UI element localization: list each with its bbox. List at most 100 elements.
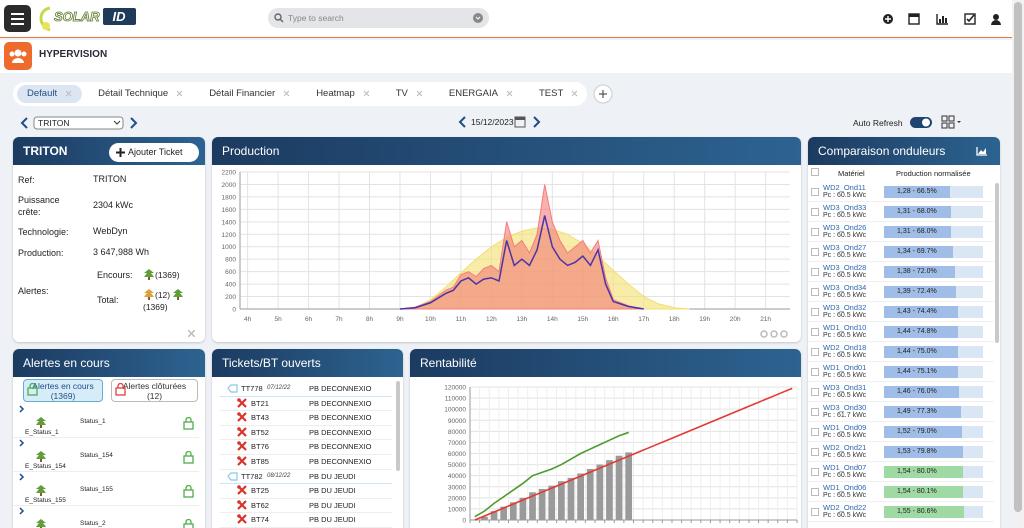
bt-icon[interactable] [237,456,247,466]
bt-icon-part [237,412,241,416]
bt-icon[interactable] [237,441,247,452]
chart-toggle[interactable] [976,146,988,156]
inverter-power: Pc : 60.5 kWc [823,372,867,379]
expand-chevron[interactable] [19,507,25,515]
settings-icon[interactable] [770,330,778,338]
next-site[interactable] [130,117,138,129]
tab-close[interactable] [571,90,578,97]
bt-icon[interactable] [237,426,247,437]
tab-close[interactable] [65,90,72,97]
bt-icon[interactable] [237,514,247,525]
tab[interactable]: TV [386,85,433,103]
checkbox-part [811,288,819,296]
prev-date[interactable] [458,116,466,128]
tab-close[interactable] [283,90,290,97]
panel-title: Tickets/BT ouverts [212,349,403,377]
bt-icon-part [237,426,241,431]
checkbox[interactable] [811,168,819,176]
tasks-icon[interactable] [964,13,976,25]
checkbox[interactable] [811,188,819,196]
site-select[interactable]: TRITON [38,118,70,128]
logo-text: ID [113,9,127,24]
scrollbar[interactable] [396,381,400,471]
checkbox[interactable] [811,368,819,376]
checkbox[interactable] [811,488,819,496]
checkbox[interactable] [811,348,819,356]
tab-close[interactable] [506,90,513,97]
add-icon[interactable] [883,14,893,24]
ticket-icon[interactable] [227,471,238,481]
lock-icon[interactable] [183,451,194,464]
open-alerts-button[interactable]: Alertes en cours (1369) [23,379,103,402]
checkbox[interactable] [811,328,819,336]
search-box[interactable]: Type to search [268,8,489,28]
checkbox[interactable] [811,448,819,456]
checkbox[interactable] [811,228,819,236]
tab-close[interactable] [176,90,183,97]
checkbox[interactable] [811,388,819,396]
bar-track: 1,44 - 75.0% [884,346,983,358]
tab-label: ENERGAIA [448,88,498,99]
expand-chevron[interactable] [19,439,25,447]
calendar-icon[interactable] [908,13,920,25]
tab-close[interactable] [416,90,423,97]
checkbox[interactable] [811,508,819,516]
lock-icon[interactable] [183,417,194,430]
search-clear[interactable] [473,13,483,23]
checkbox[interactable] [811,468,819,476]
chart-icon[interactable] [936,14,948,25]
add-ticket-button[interactable]: Ajouter Ticket [109,143,199,162]
tab-close[interactable] [363,90,370,97]
scrollbar-thumb[interactable] [1014,2,1022,512]
bar [490,511,498,520]
lock-icon[interactable] [183,519,194,528]
tab[interactable]: Heatmap [306,85,380,103]
x-tick-label: 6h [305,316,313,323]
checkbox[interactable] [811,248,819,256]
auto-refresh-toggle[interactable] [910,117,932,128]
bt-icon[interactable] [237,499,247,510]
bar [548,485,556,520]
alert-count: (1369) [155,270,180,280]
x-tick-label: 17h [638,316,649,323]
close-icon[interactable] [780,330,788,338]
date-picker[interactable]: 15/12/2023 [471,117,514,127]
ticket-icon[interactable] [227,384,238,393]
lock-icon [27,383,38,396]
next-date[interactable] [533,116,541,128]
checkbox[interactable] [811,408,819,416]
bar-label: 1,31 - 68.0% [897,208,937,215]
alert-icon-part [36,485,46,493]
expand-chevron[interactable] [19,405,25,413]
tab[interactable]: Détail Technique [88,85,193,103]
checkbox[interactable] [811,308,819,316]
tab[interactable]: Default [17,85,83,103]
add-tab[interactable] [593,84,613,104]
inverter-power: Pc : 60.5 kWc [823,512,867,519]
lock-icon[interactable] [183,485,194,498]
layout-menu[interactable] [941,115,961,129]
expand-icon[interactable] [760,330,768,338]
menu-button[interactable] [4,5,31,32]
inverter-name: WD1_Ond07 [823,463,867,472]
closed-alerts-button[interactable]: Alertes clôturées (12) [111,379,198,402]
scrollbar[interactable] [995,183,999,343]
expand-chevron[interactable] [19,473,25,481]
checkbox[interactable] [811,208,819,216]
checkbox[interactable] [811,268,819,276]
y-tick-label: 40000 [448,473,466,480]
prev-site[interactable] [20,117,28,129]
close-icon[interactable] [188,330,195,337]
tab[interactable]: TEST [529,85,588,103]
checkbox[interactable] [811,288,819,296]
bt-icon[interactable] [237,412,247,422]
tab[interactable]: Détail Financier [199,85,300,103]
bt-icon[interactable] [237,485,247,495]
checkbox[interactable] [811,428,819,436]
alert-status: Status_2 [80,520,106,527]
tab[interactable]: ENERGAIA [439,85,523,103]
row-divider [220,395,392,397]
row-divider [13,505,199,506]
user-icon[interactable] [991,14,1001,25]
bt-icon[interactable] [237,397,247,408]
